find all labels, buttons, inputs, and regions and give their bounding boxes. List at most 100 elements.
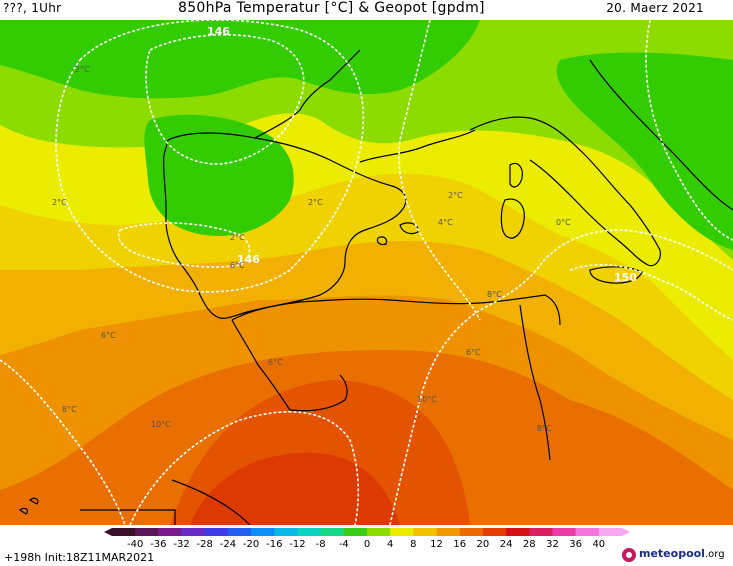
temp-label: -2°C xyxy=(72,65,90,74)
contour-150 xyxy=(569,264,733,321)
colorbar-segment xyxy=(506,528,530,536)
colorbar-segment xyxy=(297,528,322,536)
sahara-border xyxy=(80,479,251,525)
france-coast xyxy=(254,49,476,163)
temperature-colorbar xyxy=(104,528,630,536)
colorbar-segment xyxy=(320,528,345,536)
balearics xyxy=(376,222,419,246)
colorbar-segment xyxy=(343,528,368,536)
colorbar-tick-label: -32 xyxy=(173,539,190,550)
colorbar-tick-label: -8 xyxy=(315,539,326,550)
forecast-run-info: +198h Init:18Z11MAR2021 xyxy=(4,551,155,564)
colorbar-segment xyxy=(459,528,484,536)
valid-time-label: ???, 1Uhr xyxy=(3,1,62,15)
temp-label: 2°C xyxy=(448,191,463,200)
colorbar-segment xyxy=(181,528,206,536)
colorbar-segment xyxy=(482,528,507,536)
meteopool-logo: meteopool.org xyxy=(622,547,730,563)
colorbar-tick-label: 0 xyxy=(363,539,371,550)
temp-label: 6°C xyxy=(230,261,245,270)
temperature-map: 146 146 150 -2°C 2°C 2°C 2°C 2°C 4°C 0°C… xyxy=(0,20,733,525)
italy-coast xyxy=(469,116,661,267)
colorbar-tick-label: -12 xyxy=(289,539,306,550)
geopotential-labels: 146 146 150 xyxy=(207,25,637,284)
zone-minus2-north xyxy=(0,20,480,99)
colorbar-tick-label: -24 xyxy=(219,539,237,550)
map-header: ???, 1Uhr 850hPa Temperatur [°C] & Geopo… xyxy=(0,0,733,20)
contour-146-south xyxy=(118,222,251,268)
valid-date-label: 20. Maerz 2021 xyxy=(606,1,704,15)
colorbar-tick-label: -16 xyxy=(266,539,283,550)
colorbar-tick-label: 32 xyxy=(546,539,559,550)
colorbar-tick-label: -40 xyxy=(127,539,144,550)
geopotential-label-146-south: 146 xyxy=(237,253,260,266)
colorbar-tick-label: 28 xyxy=(522,539,536,550)
map-footer: -40 -36 -32 -28 -24 -20 -16 -12 -8 -4 0 4 8 12 16 20 24 2… xyxy=(0,525,733,566)
logo-suffix-text: .org xyxy=(704,549,725,560)
logo-main-text: meteopool xyxy=(639,547,705,560)
colorbar-tick-label: 24 xyxy=(499,539,513,550)
temp-label: 4°C xyxy=(438,218,453,227)
temp-label: 2°C xyxy=(308,198,323,207)
colorbar-segment xyxy=(158,528,183,536)
colorbar-tick-label: -36 xyxy=(150,539,167,550)
atlantic-islands xyxy=(18,497,39,515)
colorbar-segment xyxy=(227,528,252,536)
contour-146-north xyxy=(145,34,305,165)
zone-minus2-east xyxy=(556,52,733,250)
colorbar-tick-label: 36 xyxy=(569,539,582,550)
iberia-coast xyxy=(162,132,407,319)
temperature-labels: -2°C 2°C 2°C 2°C 2°C 4°C 0°C 6°C 6°C 8°C… xyxy=(52,65,571,433)
contour-152-west xyxy=(0,359,126,525)
temp-label: 10°C xyxy=(151,420,171,429)
temp-label: 6°C xyxy=(268,358,283,367)
colorbar-segment xyxy=(413,528,438,536)
temp-label: 2°C xyxy=(230,233,245,242)
sardinia xyxy=(500,198,525,239)
colorbar-segment xyxy=(135,528,159,536)
colorbar-tick-label: 12 xyxy=(430,539,443,550)
temp-label: 0°C xyxy=(556,218,571,227)
colorbar-tick-label: 20 xyxy=(476,539,490,550)
colorbar-tick-label: 8 xyxy=(410,539,417,550)
colorbar-segment xyxy=(274,528,298,536)
colorbar-tick-label: 40 xyxy=(592,539,606,550)
geopotential-contours xyxy=(0,20,733,525)
contour-152-center xyxy=(129,411,360,525)
colorbar-arrow-low xyxy=(104,528,112,536)
colorbar-segment xyxy=(598,528,623,536)
coastlines xyxy=(18,49,733,525)
colorbar-tick-label: 4 xyxy=(386,539,394,550)
colorbar-segment xyxy=(529,528,553,536)
temp-label: 8°C xyxy=(487,290,502,299)
corsica xyxy=(509,162,523,188)
colorbar-segment xyxy=(390,528,414,536)
colorbar-segment xyxy=(436,528,461,536)
map-title: 850hPa Temperatur [°C] & Geopot [gpdm] xyxy=(178,0,485,16)
temp-label: 10°C xyxy=(417,395,437,404)
temp-label: 6°C xyxy=(101,331,116,340)
adriatic-coast xyxy=(589,59,733,211)
north-africa-coast xyxy=(231,294,561,326)
colorbar-segment xyxy=(552,528,577,536)
colorbar-segment xyxy=(251,528,275,536)
geopotential-label-146-north: 146 xyxy=(207,25,230,38)
temp-label: 6°C xyxy=(466,348,481,357)
contour-156 xyxy=(398,20,481,321)
colorbar-tick-label: 16 xyxy=(453,539,467,550)
map-canvas: 146 146 150 -2°C 2°C 2°C 2°C 2°C 4°C 0°C… xyxy=(0,20,733,525)
tunisia-border xyxy=(519,304,551,461)
colorbar-tick-label: -20 xyxy=(242,539,260,550)
colorbar-segment xyxy=(367,528,391,536)
zone-minus2-iberia xyxy=(144,114,294,236)
colorbar-segment xyxy=(575,528,600,536)
colorbar-tick-label: -4 xyxy=(338,539,349,550)
sicily xyxy=(589,266,643,284)
colorbar-arrow-high xyxy=(622,528,630,536)
contour-158 xyxy=(645,20,733,241)
geopotential-label-150: 150 xyxy=(614,271,637,284)
morocco-border xyxy=(231,319,348,412)
colorbar-segment xyxy=(112,528,136,536)
logo-icon xyxy=(622,548,636,562)
temp-label: 8°C xyxy=(537,424,552,433)
